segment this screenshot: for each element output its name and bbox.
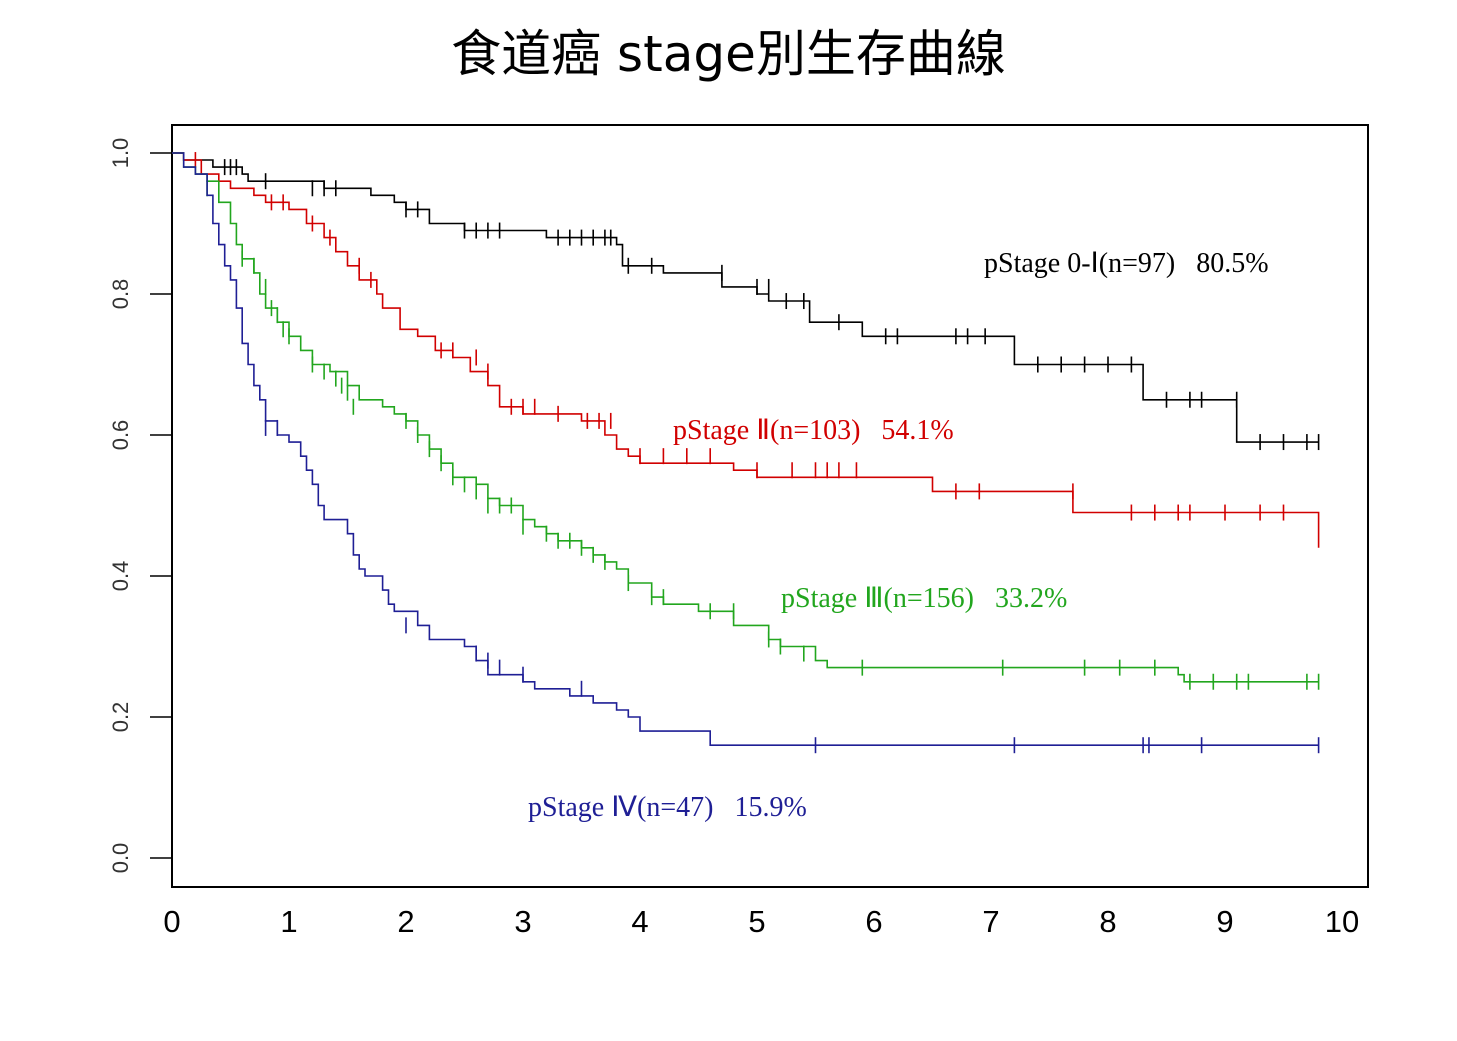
x-tick-label: 6 — [865, 904, 882, 939]
y-tick-label: 0.2 — [108, 702, 133, 733]
x-tick-label: 5 — [748, 904, 765, 939]
x-tick-label: 0 — [163, 904, 180, 939]
y-tick-label: 0.6 — [108, 420, 133, 451]
series-label-stage-3: pStage Ⅲ(n=156) 33.2% — [781, 583, 1067, 614]
x-tick-label: 9 — [1216, 904, 1233, 939]
x-tick-label: 2 — [397, 904, 414, 939]
survival-curve — [172, 152, 1319, 443]
series-labels: pStage 0-Ⅰ(n=97) 80.5% pStage Ⅱ(n=103) 5… — [528, 248, 1269, 823]
series-1 — [172, 152, 1320, 548]
y-tick-label: 1.0 — [108, 138, 133, 169]
x-tick-label: 1 — [280, 904, 297, 939]
survival-curve — [172, 152, 1319, 746]
chart-title: 食道癌 stage別生存曲線 — [451, 25, 1006, 83]
series-0 — [172, 152, 1320, 451]
plot-frame — [171, 124, 1369, 888]
x-tick-label: 10 — [1325, 904, 1359, 939]
x-tick-label: 7 — [982, 904, 999, 939]
y-tick-label: 0.4 — [108, 561, 133, 592]
series-2 — [172, 152, 1320, 690]
series-label-stage-2: pStage Ⅱ(n=103) 54.1% — [673, 415, 954, 446]
x-axis: 0 1 2 3 4 5 6 7 8 9 10 — [163, 904, 1359, 939]
y-tick-label: 0.8 — [108, 279, 133, 310]
x-tick-label: 4 — [631, 904, 648, 939]
y-tick-label: 0.0 — [108, 843, 133, 874]
series-3 — [172, 152, 1320, 754]
series-layer — [172, 152, 1320, 754]
series-label-stage-0-1: pStage 0-Ⅰ(n=97) 80.5% — [984, 248, 1269, 279]
y-axis: 0.0 0.2 0.4 0.6 0.8 1.0 — [108, 138, 172, 874]
x-tick-label: 8 — [1099, 904, 1116, 939]
series-label-stage-4: pStage Ⅳ(n=47) 15.9% — [528, 792, 807, 823]
survival-curve — [172, 152, 1320, 548]
x-tick-label: 3 — [514, 904, 531, 939]
